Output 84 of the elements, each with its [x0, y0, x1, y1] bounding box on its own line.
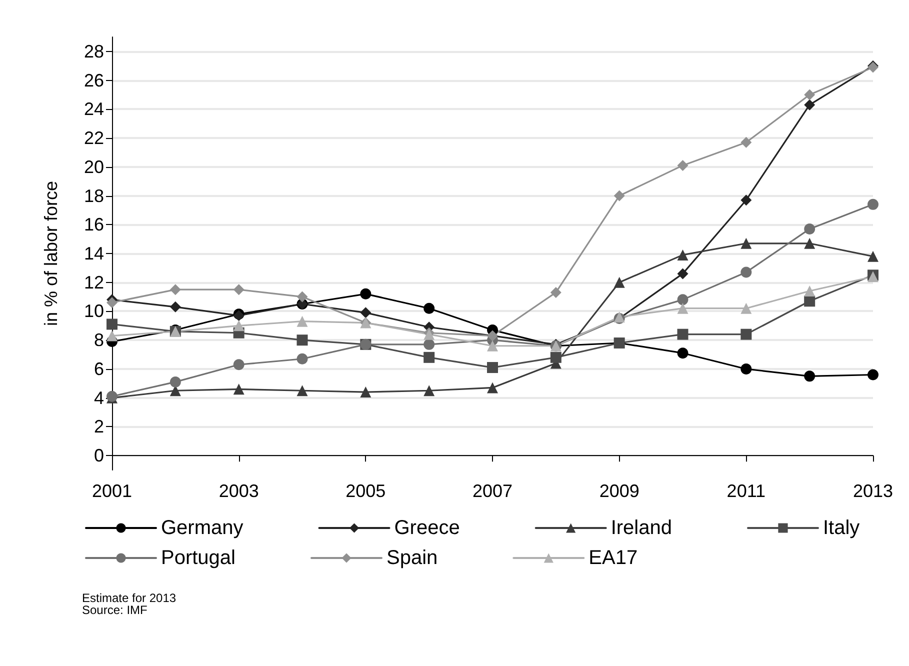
point	[487, 362, 498, 374]
y-axis-title: in % of labor force	[41, 180, 61, 326]
point	[233, 359, 244, 370]
y-tick-label: 28	[84, 41, 104, 62]
point	[424, 338, 435, 350]
point	[804, 99, 816, 110]
point	[804, 286, 816, 297]
point	[296, 353, 308, 364]
point	[804, 223, 816, 234]
point	[487, 340, 498, 352]
y-tick-label: 24	[84, 99, 104, 120]
point	[677, 328, 688, 340]
legend-label: Germany	[161, 517, 244, 539]
point	[296, 291, 308, 302]
point	[424, 385, 435, 396]
point	[106, 297, 118, 308]
point	[677, 294, 688, 306]
point	[868, 369, 878, 380]
point	[360, 386, 372, 398]
legend-label: Portugal	[161, 547, 236, 569]
y-tick-label: 8	[94, 330, 104, 350]
point	[170, 376, 181, 388]
point	[868, 198, 878, 210]
point	[233, 320, 244, 332]
point	[233, 284, 244, 296]
point	[614, 276, 625, 288]
x-tick-label: 2009	[599, 481, 640, 501]
x-tick-label: 2005	[346, 481, 386, 501]
x-tick-label: 2003	[218, 481, 259, 501]
point	[296, 385, 308, 396]
point	[740, 194, 752, 206]
point	[740, 266, 752, 278]
point	[233, 384, 244, 395]
point	[360, 307, 372, 318]
text: Estimate for 2013	[82, 591, 176, 605]
point	[740, 363, 752, 374]
y-tick-label: 16	[84, 214, 104, 235]
point	[740, 328, 752, 340]
x-tick-label: 2013	[852, 481, 894, 501]
y-tick-label: 12	[84, 272, 104, 292]
point	[677, 302, 688, 314]
point	[360, 288, 372, 300]
y-tick-label: 26	[84, 70, 104, 90]
point	[740, 302, 752, 314]
source-note: Source: IMF	[82, 603, 148, 617]
legend-label: Spain	[386, 547, 438, 569]
y-tick-label: 2	[94, 416, 104, 437]
point	[106, 318, 118, 330]
legend-label: Italy	[822, 517, 860, 539]
y-tick-label: 4	[94, 388, 104, 408]
point	[804, 89, 816, 100]
y-tick-label: 18	[84, 186, 104, 206]
point	[550, 352, 562, 363]
point	[677, 268, 688, 280]
point	[614, 190, 625, 202]
point	[424, 352, 435, 363]
point	[170, 284, 181, 296]
point	[677, 249, 688, 260]
point	[296, 316, 308, 327]
point	[804, 238, 816, 249]
y-tick-label: 0	[94, 446, 104, 466]
point	[740, 136, 752, 148]
y-tick-label: 6	[94, 358, 104, 379]
y-tick-label: 22	[84, 128, 104, 148]
y-tick-label: 10	[84, 301, 104, 322]
point	[740, 238, 752, 249]
point	[424, 302, 435, 314]
point	[296, 334, 308, 346]
legend-label: Ireland	[610, 517, 672, 539]
point	[868, 250, 878, 262]
x-tick-label: 2007	[472, 481, 513, 501]
point	[677, 348, 688, 359]
point	[487, 382, 498, 394]
point	[804, 370, 816, 382]
point	[804, 296, 816, 307]
legend-label: Greece	[394, 517, 460, 539]
point	[170, 301, 181, 312]
legend-label: EA17	[588, 547, 638, 569]
x-tick-label: 2001	[92, 481, 132, 501]
x-tick-label: 2011	[726, 481, 766, 501]
point	[677, 160, 688, 171]
point	[550, 286, 562, 298]
y-tick-label: 20	[84, 156, 104, 177]
y-tick-label: 14	[84, 244, 104, 264]
